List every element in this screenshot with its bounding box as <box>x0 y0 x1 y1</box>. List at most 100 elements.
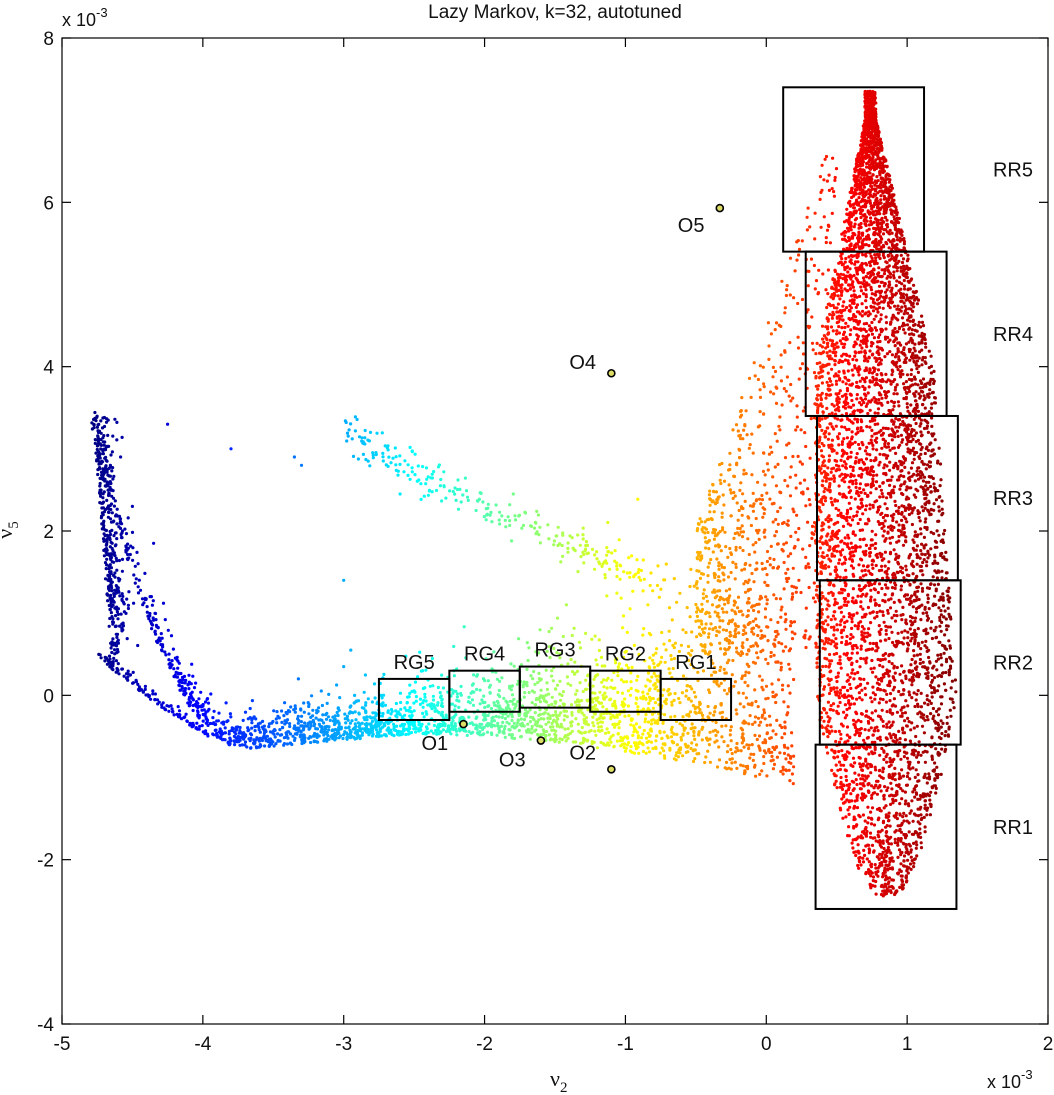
data-point <box>899 584 904 588</box>
data-point <box>383 703 388 707</box>
data-point <box>238 729 242 733</box>
data-point <box>472 673 476 677</box>
data-point <box>646 692 650 696</box>
data-point <box>114 644 119 648</box>
data-point <box>215 731 219 736</box>
data-point <box>940 507 944 511</box>
data-point <box>726 744 730 748</box>
data-point <box>916 370 921 374</box>
data-point <box>597 560 601 564</box>
data-point <box>348 721 352 725</box>
data-point <box>685 606 689 610</box>
data-point <box>581 526 585 530</box>
data-point <box>562 709 566 713</box>
data-point <box>508 519 512 523</box>
data-point <box>435 703 440 707</box>
data-point <box>184 712 188 716</box>
data-point <box>834 350 838 354</box>
data-point <box>613 658 618 662</box>
data-point <box>622 570 626 574</box>
data-point <box>681 732 685 736</box>
data-point <box>858 482 863 486</box>
data-point <box>776 522 780 526</box>
data-point <box>399 733 403 737</box>
data-point <box>772 653 776 657</box>
data-point <box>601 705 605 709</box>
data-point <box>326 715 331 719</box>
data-point <box>580 711 584 715</box>
data-point <box>381 451 385 455</box>
data-point <box>213 728 217 733</box>
data-point <box>656 718 661 722</box>
data-point <box>212 709 216 713</box>
data-point <box>97 652 101 657</box>
data-point <box>823 499 828 503</box>
data-point <box>690 630 694 634</box>
data-point <box>860 346 864 350</box>
data-point <box>771 767 776 771</box>
data-point <box>552 539 557 543</box>
data-point <box>427 489 431 493</box>
data-point <box>693 737 697 742</box>
data-point <box>120 597 124 602</box>
data-point <box>684 630 688 635</box>
data-point <box>678 746 682 750</box>
data-point <box>438 484 442 488</box>
data-point <box>600 564 604 569</box>
data-point <box>424 699 428 703</box>
data-point <box>350 437 354 441</box>
data-point <box>613 549 617 553</box>
data-point <box>233 743 237 747</box>
data-point <box>929 790 933 794</box>
data-point <box>363 442 367 446</box>
data-point <box>126 552 130 557</box>
data-point <box>849 328 853 332</box>
data-point <box>562 702 567 707</box>
data-point <box>178 684 182 688</box>
data-point <box>754 774 758 778</box>
data-point <box>747 664 751 669</box>
data-point <box>788 667 792 671</box>
data-point <box>765 731 770 735</box>
data-point <box>219 735 223 739</box>
data-point <box>423 695 427 699</box>
data-point <box>724 724 728 728</box>
data-point <box>829 725 833 729</box>
data-point <box>365 718 369 722</box>
data-point <box>106 535 110 540</box>
data-point <box>302 727 306 731</box>
data-point <box>381 459 385 463</box>
data-point <box>882 757 886 762</box>
data-point <box>132 601 136 605</box>
data-point <box>440 499 444 503</box>
data-point <box>206 701 211 705</box>
data-point <box>374 719 378 723</box>
data-point <box>873 301 877 305</box>
data-point <box>416 464 420 468</box>
data-point <box>257 728 261 732</box>
data-point <box>673 641 678 645</box>
data-point <box>607 550 611 554</box>
data-point <box>110 560 114 564</box>
data-point <box>908 424 913 428</box>
data-point <box>490 719 494 723</box>
data-point <box>599 725 603 729</box>
data-point <box>629 744 633 749</box>
data-point <box>902 755 907 759</box>
data-point <box>324 717 329 721</box>
data-point <box>325 711 329 716</box>
data-point <box>735 741 739 746</box>
data-point <box>387 455 391 459</box>
data-point <box>130 530 135 535</box>
data-point <box>664 562 668 566</box>
data-point <box>353 722 357 726</box>
data-point <box>109 660 113 664</box>
data-point <box>112 656 116 661</box>
data-point <box>779 665 784 669</box>
data-point <box>468 721 472 726</box>
data-point <box>442 721 446 725</box>
data-point <box>161 601 166 605</box>
data-point <box>106 659 110 663</box>
data-point <box>851 756 856 760</box>
data-point <box>790 772 795 776</box>
